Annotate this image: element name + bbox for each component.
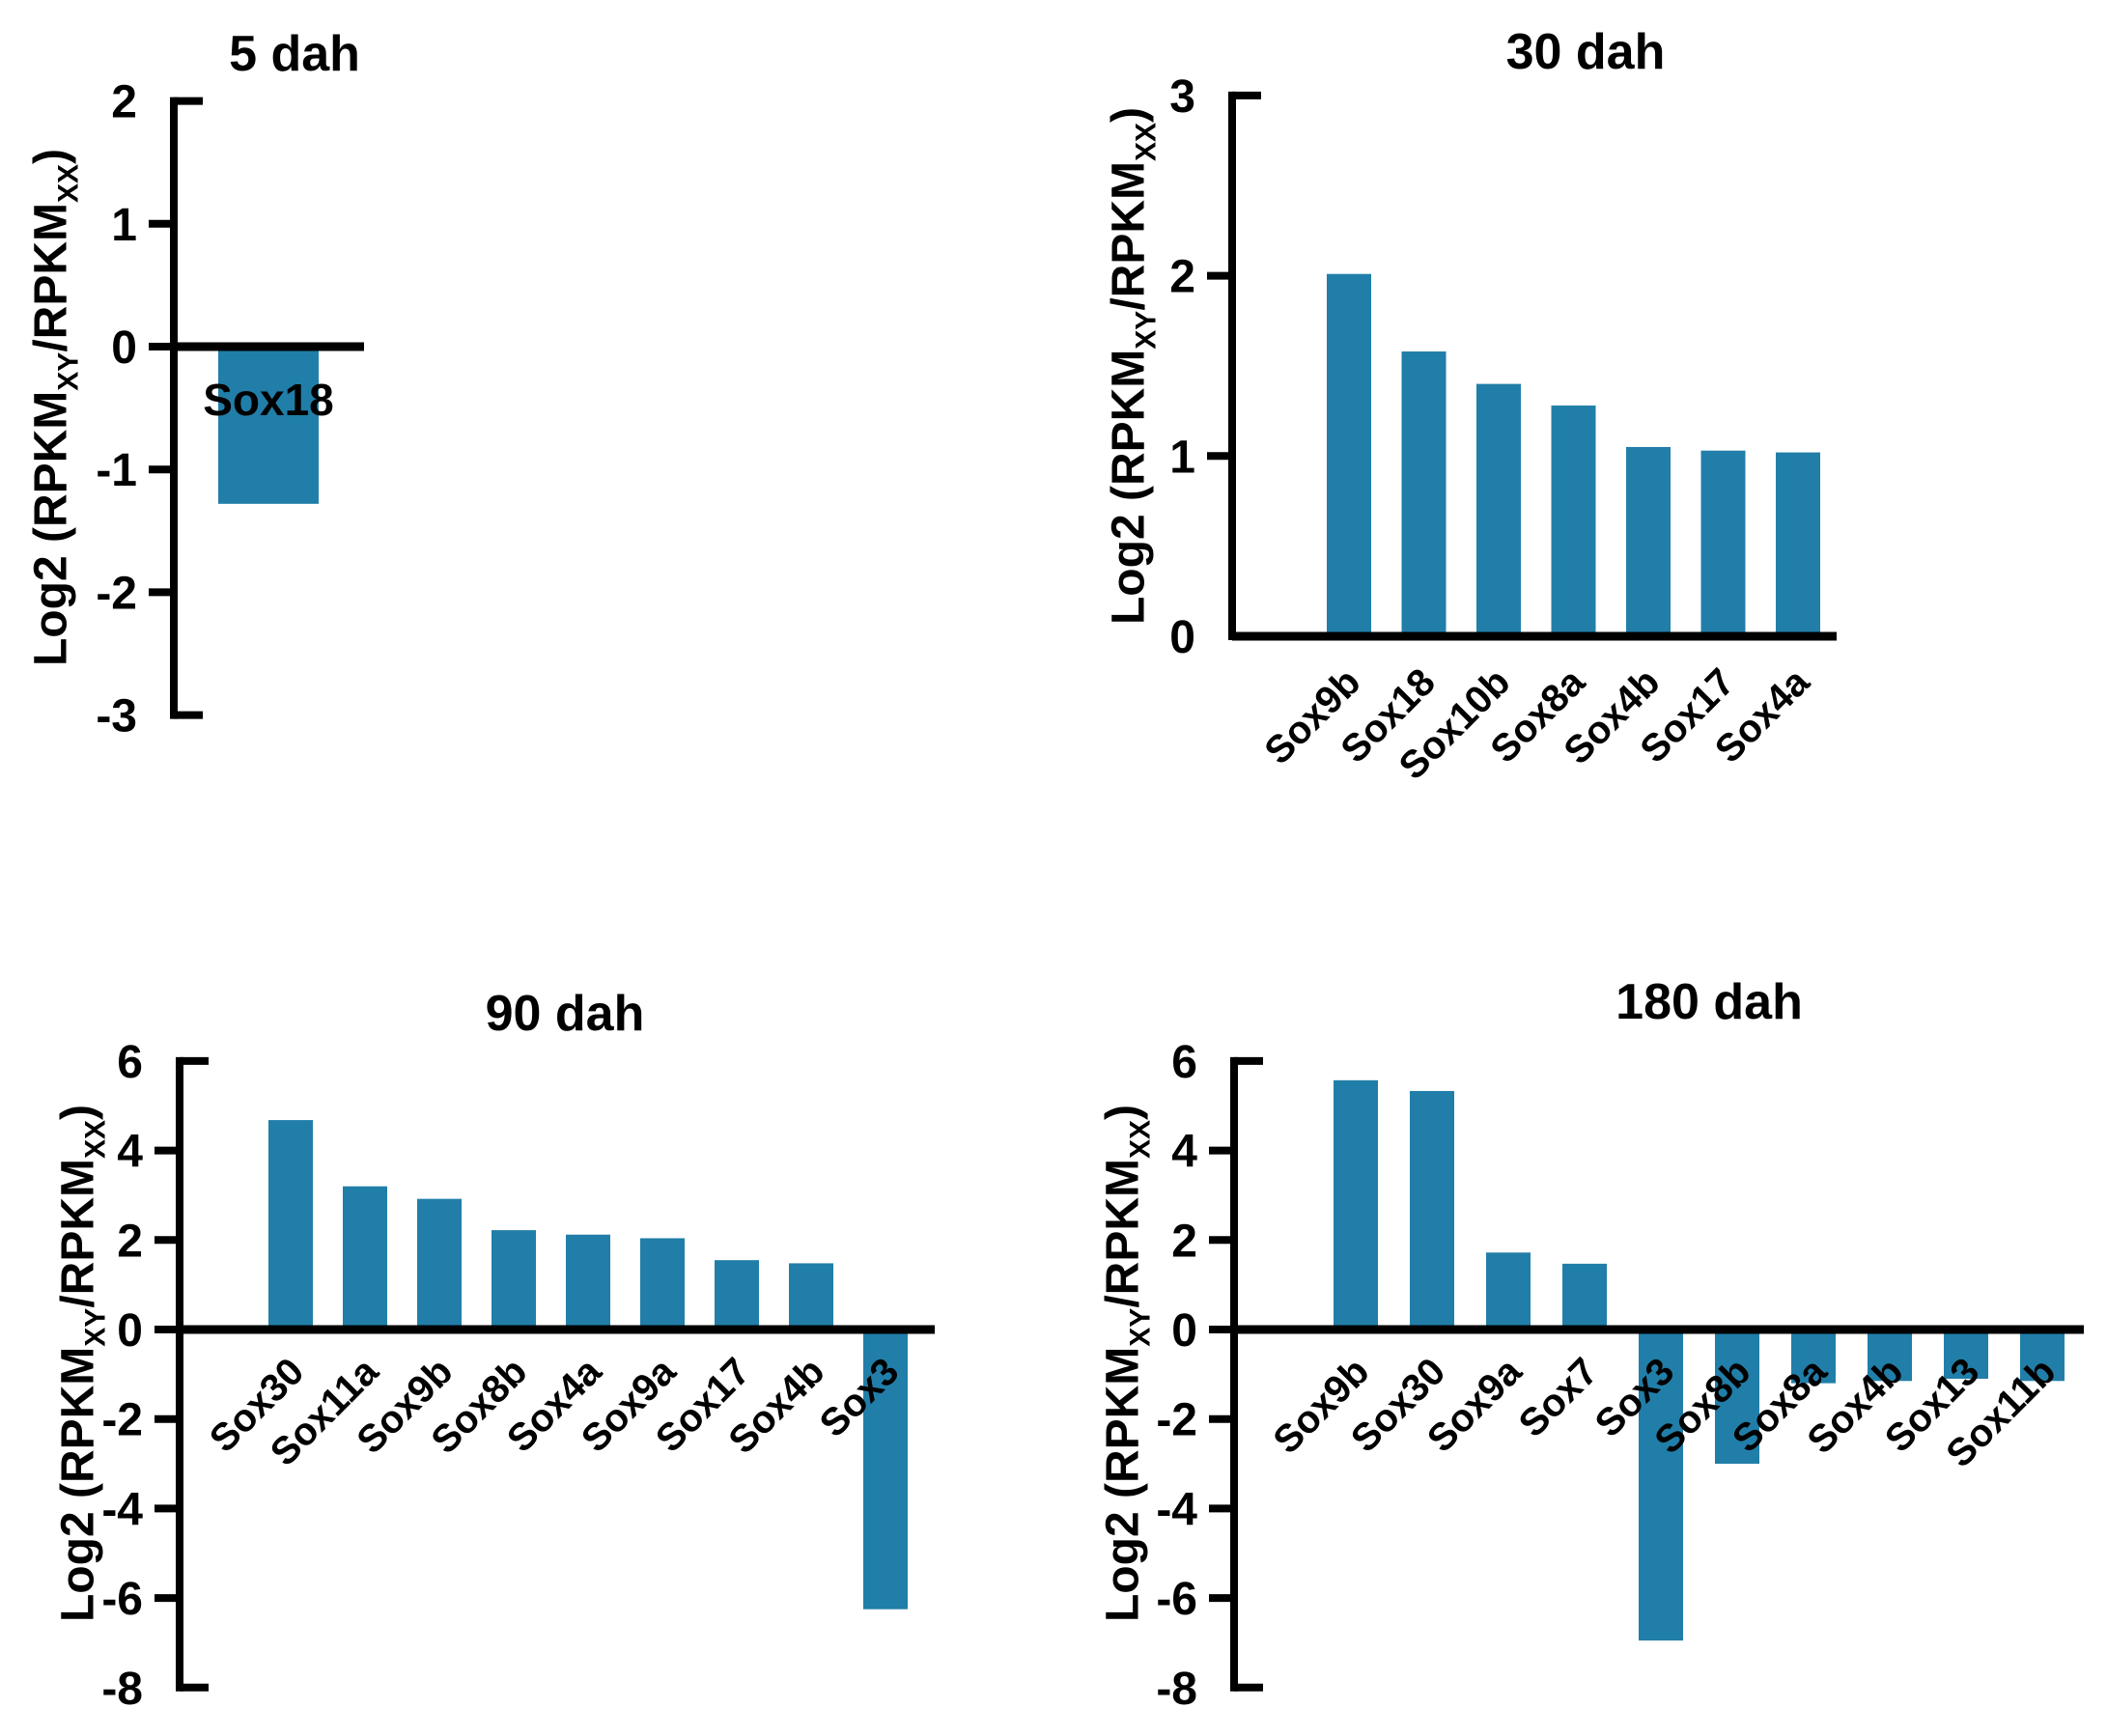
bar-Sox4b <box>1868 1330 1912 1382</box>
y-tick-label: 0 <box>111 322 137 374</box>
bar-Sox9b <box>1334 1079 1378 1330</box>
y-axis-label-sub-xy: XY <box>79 1307 112 1347</box>
bar-Sox4a <box>566 1234 610 1330</box>
y-axis-label-sub-xx: XX <box>79 1119 112 1159</box>
y-tick-label: 2 <box>117 1216 143 1267</box>
y-tick-label: -6 <box>1156 1574 1197 1625</box>
chart-180dah: 6420-2-4-6-8Sox9bSox30Sox9aSox7Sox3Sox8b… <box>1156 1037 2084 1715</box>
y-tick-label: 6 <box>117 1037 143 1088</box>
bar-Sox9b <box>1327 273 1371 636</box>
bar-Sox8b <box>492 1230 536 1330</box>
y-axis-label-180dah: Log2 (RPKMXY/RPKMXX) <box>1097 1105 1158 1622</box>
y-axis-label-text: /RPKM <box>1097 1159 1149 1308</box>
category-label-Sox7: Sox7 <box>1511 1350 1607 1445</box>
y-tick-label: -4 <box>1156 1484 1197 1535</box>
bar-Sox3 <box>863 1330 908 1610</box>
y-axis-label-text: Log2 (RPKM <box>25 390 77 667</box>
chart-title-90dah: 90 dah <box>485 986 645 1042</box>
y-tick-label: 2 <box>1169 252 1195 303</box>
chart-title-180dah: 180 dah <box>1615 974 1803 1030</box>
bar-Sox8a <box>1551 406 1596 636</box>
bar-Sox9b <box>417 1198 462 1330</box>
bar-Sox4a <box>1776 452 1820 636</box>
y-tick-label: -8 <box>101 1664 143 1715</box>
y-axis-label-text: /RPKM <box>52 1159 104 1308</box>
bar-Sox4b <box>789 1263 833 1330</box>
y-axis-label-text: /RPKM <box>1103 161 1155 311</box>
bar-Sox18 <box>218 347 319 504</box>
y-axis-label-30dah: Log2 (RPKMXY/RPKMXX) <box>1103 107 1164 625</box>
bar-Sox30 <box>268 1120 313 1330</box>
chart-90dah: 6420-2-4-6-8Sox30Sox11aSox9bSox8bSox4aSo… <box>101 1037 935 1715</box>
y-axis-label-sub-xx: XX <box>1124 1119 1157 1159</box>
y-axis-label-text: ) <box>1103 106 1155 123</box>
bar-Sox18 <box>1401 351 1447 636</box>
y-tick-label: -3 <box>96 691 137 742</box>
bar-Sox9a <box>640 1238 685 1330</box>
y-axis-label-text: Log2 (RPKM <box>52 1346 104 1623</box>
y-tick-label: 0 <box>1171 1305 1197 1357</box>
y-tick-label: -2 <box>1156 1395 1197 1446</box>
y-axis-label-5dah: Log2 (RPKMXY/RPKMXX) <box>25 149 86 666</box>
bar-Sox11b <box>2020 1330 2065 1382</box>
bar-Sox4b <box>1626 446 1671 636</box>
bar-Sox7 <box>1562 1263 1607 1330</box>
y-tick-label: 1 <box>1169 432 1195 483</box>
y-tick-label: -2 <box>101 1395 143 1446</box>
y-tick-label: 0 <box>1169 612 1195 663</box>
y-tick-label: -8 <box>1156 1664 1197 1715</box>
bar-Sox3 <box>1639 1330 1683 1641</box>
chart-5dah: 2 1 0 -1 -2 -3 Sox18 <box>96 77 364 742</box>
bar-Sox8a <box>1791 1330 1836 1384</box>
y-axis-label-text: ) <box>25 148 77 164</box>
y-tick-label: -2 <box>96 568 137 619</box>
y-tick-label: -4 <box>101 1484 143 1535</box>
chart-title-5dah: 5 dah <box>229 26 360 82</box>
y-tick-label: 1 <box>111 200 137 251</box>
y-tick-label: 2 <box>1171 1216 1197 1267</box>
y-axis-label-sub-xy: XY <box>1130 310 1163 350</box>
bar-Sox9a <box>1486 1252 1531 1330</box>
y-axis-label-text: Log2 (RPKM <box>1103 349 1155 626</box>
y-axis-label-text: ) <box>52 1104 104 1120</box>
y-axis-label-90dah: Log2 (RPKMXY/RPKMXX) <box>52 1105 113 1622</box>
bar-Sox10b <box>1476 383 1521 636</box>
y-tick-label: 0 <box>117 1305 143 1357</box>
y-tick-label: 3 <box>1169 71 1195 123</box>
y-axis-label-text: Log2 (RPKM <box>1097 1346 1149 1623</box>
bar-Sox11a <box>343 1186 387 1330</box>
bar-Sox30 <box>1410 1090 1454 1330</box>
bar-Sox17 <box>715 1260 759 1330</box>
y-axis-label-sub-xy: XY <box>1124 1307 1157 1347</box>
y-tick-label: 4 <box>1171 1127 1197 1178</box>
bar-Sox17 <box>1700 450 1746 636</box>
bar-Sox13 <box>1944 1330 1988 1379</box>
y-axis-label-text: /RPKM <box>25 203 77 352</box>
y-axis-label-sub-xx: XX <box>1130 122 1163 161</box>
chart-title-30dah: 30 dah <box>1505 24 1666 80</box>
y-axis-label-sub-xy: XY <box>52 351 85 391</box>
y-axis-label-sub-xx: XX <box>52 163 85 203</box>
y-tick-label: 6 <box>1171 1037 1197 1088</box>
bar-Sox8b <box>1715 1330 1759 1465</box>
y-tick-label: 4 <box>117 1127 143 1178</box>
y-tick-label: -6 <box>101 1574 143 1625</box>
bar-label-Sox18: Sox18 <box>203 375 334 425</box>
y-tick-label: 2 <box>111 77 137 128</box>
y-tick-label: -1 <box>96 445 137 496</box>
y-axis-label-text: ) <box>1097 1104 1149 1120</box>
